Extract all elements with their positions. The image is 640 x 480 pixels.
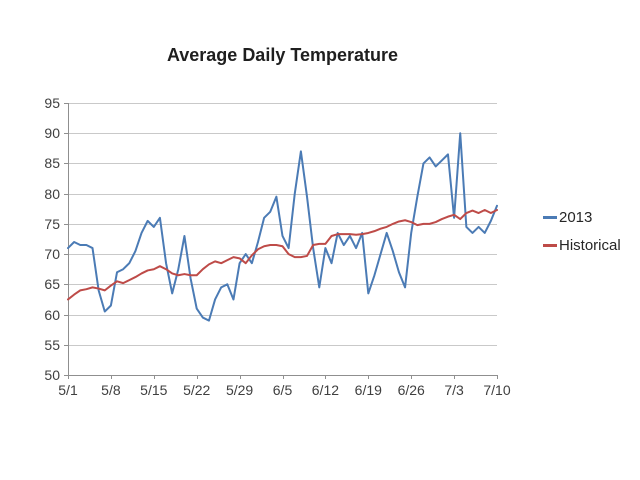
y-axis-label: 50 [44,367,60,383]
x-axis-label: 6/26 [397,382,425,398]
legend-label-2013: 2013 [559,208,593,226]
y-axis-label: 80 [44,185,60,202]
x-axis-label: 5/15 [140,382,168,398]
series-line-2013 [67,132,498,322]
line-chart-plot [64,103,498,379]
x-axis-label: 5/8 [101,382,121,398]
legend: 2013 Historical [543,206,621,262]
x-axis-label: 7/3 [444,382,464,398]
legend-line-sample-historical [543,243,557,247]
y-axis-label: 90 [44,125,60,142]
legend-item-historical: Historical [543,234,621,256]
legend-item-2013: 2013 [543,206,621,228]
y-axis-label: 55 [44,336,60,353]
chart-title: Average Daily Temperature [166,45,399,65]
x-axis-label: 6/5 [272,382,293,398]
y-axis-label: 65 [44,276,60,293]
x-axis-label: 5/1 [58,382,78,398]
y-axis-label: 75 [44,215,60,232]
series-line-historical [67,208,498,301]
x-axis-label: 5/29 [225,382,254,398]
legend-line-sample-2013 [543,215,557,219]
y-axis-label: 85 [44,155,60,172]
x-axis-label: 7/10 [483,382,511,398]
x-axis-label: 6/12 [311,382,340,398]
legend-label-historical: Historical [559,236,621,254]
x-axis-label: 6/19 [354,382,382,398]
y-axis-label: 95 [44,95,60,111]
y-axis-label: 60 [44,306,60,323]
y-axis-label: 70 [44,246,60,263]
x-axis-label: 5/22 [183,382,211,398]
